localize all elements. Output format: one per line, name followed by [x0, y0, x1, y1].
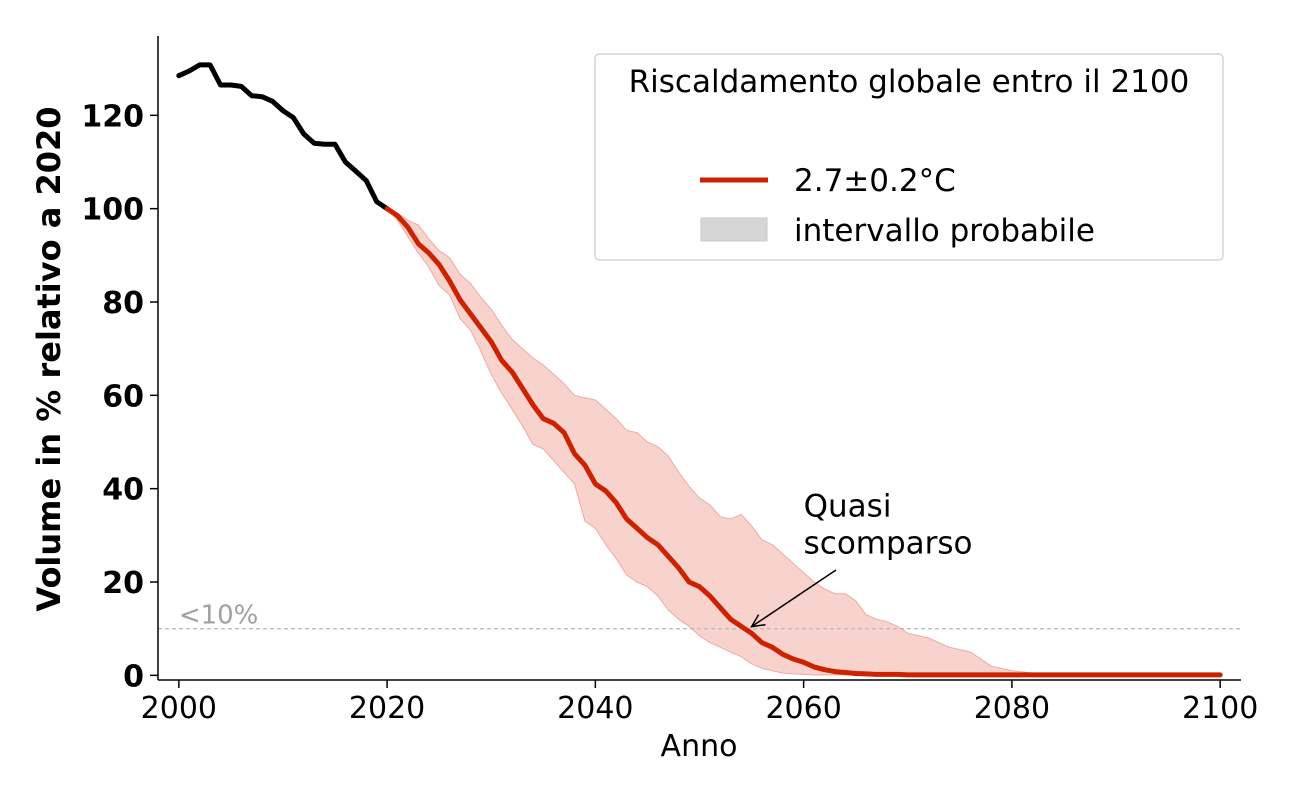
annotation-line-1: Quasi [804, 489, 892, 525]
y-tick-label: 0 [123, 659, 144, 694]
x-tick-label: 2060 [765, 691, 841, 726]
x-axis-label: Anno [661, 729, 738, 764]
x-tick-label: 2000 [141, 691, 217, 726]
annotation-arrowhead [750, 614, 766, 628]
x-tick-label: 2080 [974, 691, 1050, 726]
legend-title: Riscaldamento globale entro il 2100 [629, 64, 1190, 100]
y-tick-label: 60 [102, 379, 144, 414]
series-layer [176, 62, 1223, 678]
y-tick-label: 100 [81, 193, 144, 228]
legend-label-projection: 2.7±0.2°C [794, 163, 956, 199]
y-tick-label: 20 [102, 566, 144, 601]
legend-frame [594, 53, 1224, 261]
series-projection-line [384, 206, 1223, 678]
legend: Riscaldamento globale entro il 2100 2.7±… [594, 53, 1224, 261]
y-tick-label: 80 [102, 286, 144, 321]
likely-range-band [386, 208, 1221, 676]
y-axis-label: Volume in % relativo a 2020 [30, 106, 68, 611]
annotation-line-2: scomparso [804, 526, 973, 562]
annotation-text: Quasi scomparso [804, 489, 973, 562]
y-tick-label: 120 [81, 99, 144, 134]
annotation-quasi-scomparso: Quasi scomparso [750, 489, 973, 628]
likely-range-band-layer [386, 208, 1221, 676]
legend-label-likely-range: intervallo probabile [794, 213, 1095, 249]
y-tick-label: 40 [102, 473, 144, 508]
x-tick-label: 2040 [557, 691, 633, 726]
threshold-layer: <10% [158, 601, 1241, 631]
x-ticks: 2000 2020 2040 2060 2080 2100 [141, 680, 1258, 726]
x-tick-label: 2020 [349, 691, 425, 726]
legend-swatch-likely-range [700, 217, 768, 242]
x-tick-label: 2100 [1182, 691, 1258, 726]
y-ticks: 0 20 40 60 80 100 120 [81, 99, 158, 694]
series-observed-line [176, 62, 390, 212]
threshold-label: <10% [179, 601, 259, 631]
annotation-arrow [751, 569, 837, 628]
